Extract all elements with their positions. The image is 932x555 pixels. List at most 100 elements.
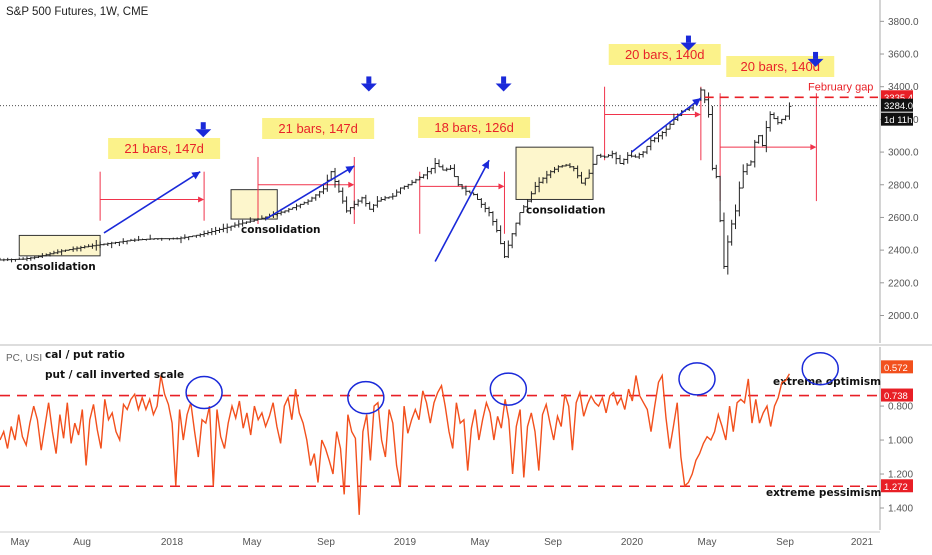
bar-count-label: 20 bars, 140d (625, 47, 705, 62)
price-bar (449, 165, 453, 170)
price-bar (398, 187, 402, 194)
price-bar (402, 186, 406, 190)
annotation-arrowhead (810, 144, 816, 150)
price-bar (599, 154, 603, 158)
price-bar (483, 202, 487, 212)
price-bar (360, 197, 364, 204)
price-bar (622, 158, 626, 165)
price-bar (121, 238, 125, 244)
price-bar (410, 180, 414, 185)
price-bar (206, 230, 210, 235)
price-bar (152, 238, 156, 240)
extreme-optimism-label: extreme optimism (773, 376, 881, 388)
price-bar (283, 211, 287, 214)
price-bar (753, 140, 757, 168)
price-bar (106, 243, 110, 246)
chart-title: S&P 500 Futures, 1W, CME (6, 6, 149, 18)
price-bar (479, 198, 483, 208)
consolidation-label: consolidation (526, 204, 605, 216)
price-bar (422, 174, 426, 178)
price-bar (476, 194, 480, 200)
price-bar (760, 135, 764, 146)
extreme-pessimism-label: extreme pessimism (766, 487, 881, 499)
price-bar (745, 163, 749, 175)
time-tick-label: 2018 (161, 537, 184, 548)
price-bar (387, 197, 391, 199)
february-gap-label: February gap (808, 81, 873, 93)
price-bar (603, 156, 607, 159)
price-bar (487, 207, 491, 217)
pessimism-level-tag: 1.272 (884, 482, 908, 493)
price-bar (749, 160, 753, 165)
price-bar (641, 151, 645, 157)
price-bar (156, 238, 160, 240)
price-bar (160, 238, 164, 241)
last-ratio-tag: 0.572 (884, 363, 908, 374)
price-bar (452, 164, 456, 176)
indicator-title: cal / put ratio (45, 349, 125, 361)
price-bar (734, 204, 738, 229)
price-bar (310, 197, 314, 202)
price-bar (171, 238, 175, 240)
trend-arrow-line (435, 160, 489, 261)
price-bar (707, 92, 711, 117)
price-bar (210, 228, 214, 235)
price-bar (306, 199, 310, 205)
indicator-tick-label: 1.200 (888, 470, 913, 481)
down-arrow-icon (361, 83, 377, 91)
price-tick-label: 3800.0 (888, 17, 919, 28)
price-bar (418, 176, 422, 180)
price-bar (295, 204, 299, 211)
price-bar (433, 158, 437, 173)
indicator-subtitle: put / call inverted scale (45, 369, 184, 381)
price-bar (456, 176, 460, 186)
price-bar (614, 152, 618, 164)
price-tick-label: 3600.0 (888, 50, 919, 61)
trend-arrows (104, 98, 701, 261)
last-price-tag: 3284.0 (884, 101, 913, 112)
price-bar (514, 223, 518, 237)
price-bar (117, 242, 121, 246)
price-bar (518, 213, 522, 226)
price-bar (441, 165, 445, 171)
bar-count-label: 20 bars, 140d (740, 59, 820, 74)
price-bar (291, 208, 295, 210)
price-bar (218, 228, 222, 233)
optimism-level-tag: 0.738 (884, 391, 908, 402)
price-tick-label: 2600.0 (888, 213, 919, 224)
price-bar (714, 165, 718, 178)
price-bar (140, 239, 144, 240)
price-bar (445, 168, 449, 172)
price-bar (414, 179, 418, 184)
price-bar (737, 182, 741, 217)
price-bar (302, 202, 306, 205)
down-arrow-icon (366, 76, 371, 83)
price-bar (102, 243, 106, 245)
price-bar (595, 155, 599, 164)
price-axis[interactable]: 2000.02200.02400.02600.02800.03000.03200… (880, 0, 919, 343)
price-bar (610, 151, 614, 159)
price-bar (318, 191, 322, 198)
price-bar (114, 242, 118, 244)
bar-count-label: 21 bars, 147d (278, 121, 358, 136)
price-bar (198, 233, 202, 237)
price-bar (741, 164, 745, 188)
time-tick-label: Aug (73, 537, 91, 548)
bar-count-label: 18 bars, 126d (434, 120, 514, 135)
price-bar (780, 119, 784, 124)
price-bar (772, 112, 776, 119)
price-tick-label: 2400.0 (888, 246, 919, 257)
price-tick-label: 2000.0 (888, 311, 919, 322)
price-bar (491, 211, 495, 225)
price-bar (179, 236, 183, 243)
indicator-tick-label: 1.000 (888, 436, 913, 447)
price-bar (167, 238, 171, 240)
price-bar (375, 196, 379, 208)
price-bar (606, 154, 610, 157)
price-bar (6, 258, 10, 261)
price-bar (710, 106, 714, 170)
